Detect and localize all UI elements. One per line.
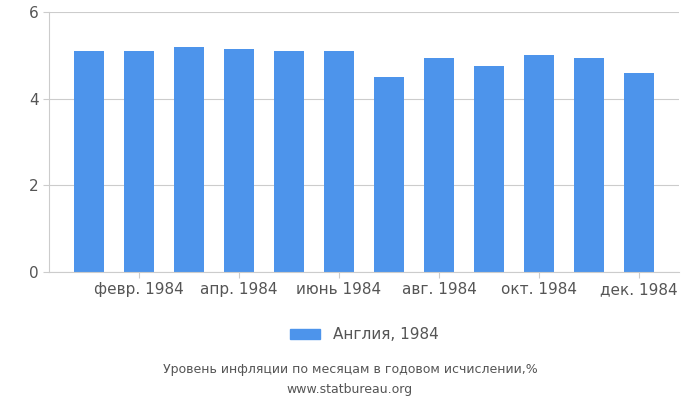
Bar bbox=[174, 47, 204, 272]
Text: Уровень инфляции по месяцам в годовом исчислении,%: Уровень инфляции по месяцам в годовом ис… bbox=[162, 364, 538, 376]
Bar bbox=[324, 51, 354, 272]
Bar bbox=[124, 51, 154, 272]
Bar bbox=[474, 66, 504, 272]
Bar bbox=[624, 73, 654, 272]
Bar bbox=[524, 55, 554, 272]
Bar bbox=[374, 77, 404, 272]
Bar bbox=[224, 49, 254, 272]
Text: www.statbureau.org: www.statbureau.org bbox=[287, 384, 413, 396]
Bar bbox=[274, 51, 304, 272]
Bar bbox=[424, 58, 454, 272]
Legend: Англия, 1984: Англия, 1984 bbox=[284, 321, 444, 348]
Bar bbox=[74, 51, 104, 272]
Bar bbox=[574, 58, 604, 272]
